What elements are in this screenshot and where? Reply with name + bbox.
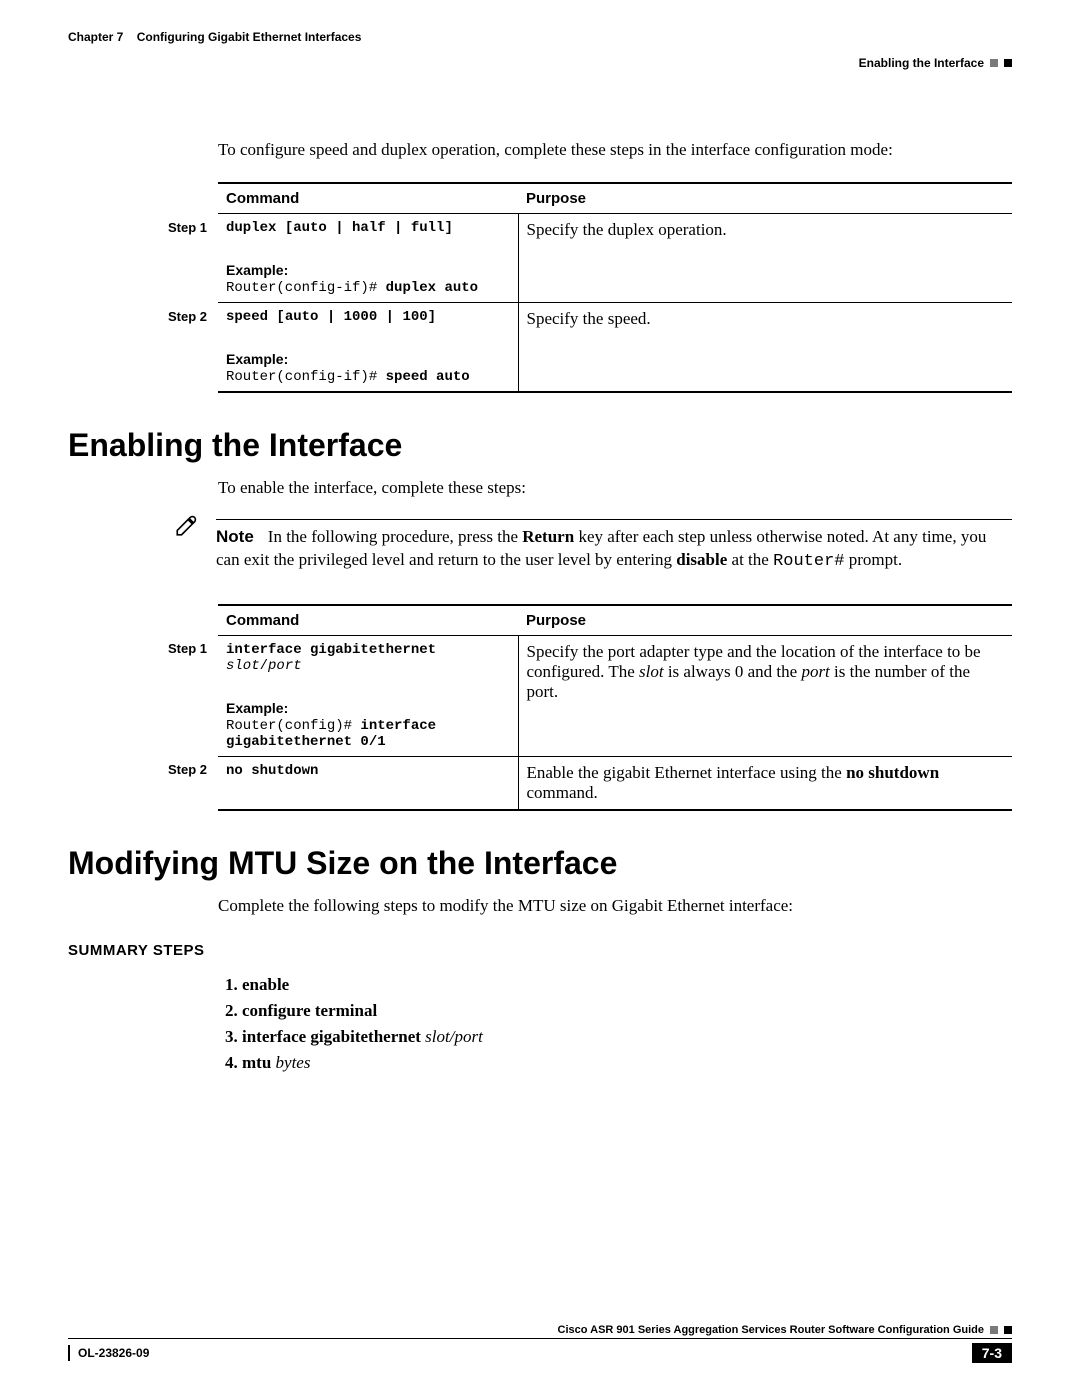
command-cell: no shutdown (218, 756, 518, 810)
config-table-2: Command Purpose Step 1 interface gigabit… (160, 604, 1012, 811)
purpose-cell: Specify the duplex operation. (518, 214, 1012, 303)
page-header: Chapter 7 Configuring Gigabit Ethernet I… (68, 30, 1012, 70)
summary-steps-heading: SUMMARY STEPS (68, 942, 1012, 959)
note-text: NoteIn the following procedure, press th… (216, 526, 1012, 574)
table-header-row: Command Purpose (160, 605, 1012, 636)
table-purpose-header: Purpose (518, 183, 1012, 214)
table-row: Step 2 speed [auto | 1000 | 100] Example… (160, 303, 1012, 393)
example-label: Example: (226, 700, 510, 716)
summary-step: mtu bytes (242, 1053, 1012, 1073)
step-label: Step 2 (160, 303, 218, 393)
section1-intro: To enable the interface, complete these … (218, 478, 1012, 498)
example-text: Router(config)# interface gigabitetherne… (226, 718, 436, 750)
header-chapter-line: Chapter 7 Configuring Gigabit Ethernet I… (68, 30, 1012, 44)
decorative-square-icon (990, 1326, 998, 1334)
table-step-header (160, 183, 218, 214)
command-text: speed [auto | 1000 | 100] (226, 309, 436, 325)
note-label: Note (216, 527, 254, 546)
page-number-badge: 7-3 (972, 1343, 1012, 1363)
page-content: To configure speed and duplex operation,… (218, 140, 1012, 1073)
decorative-square-icon (990, 59, 998, 67)
command-text: interface gigabitethernet slot/port (226, 642, 436, 674)
page-footer: Cisco ASR 901 Series Aggregation Service… (68, 1324, 1012, 1363)
footer-docid: OL-23826-09 (68, 1345, 149, 1361)
table-command-header: Command (218, 183, 518, 214)
command-cell: duplex [auto | half | full] Example: Rou… (218, 214, 518, 303)
config-table-1: Command Purpose Step 1 duplex [auto | ha… (160, 182, 1012, 393)
table-step-header (160, 605, 218, 636)
step-label: Step 1 (160, 214, 218, 303)
section-heading-enabling: Enabling the Interface (68, 427, 1012, 464)
table-row: Step 1 duplex [auto | half | full] Examp… (160, 214, 1012, 303)
purpose-cell: Enable the gigabit Ethernet interface us… (518, 756, 1012, 810)
table-row: Step 2 no shutdown Enable the gigabit Et… (160, 756, 1012, 810)
command-cell: interface gigabitethernet slot/port Exam… (218, 635, 518, 756)
intro-paragraph-1: To configure speed and duplex operation,… (218, 140, 1012, 160)
command-cell: speed [auto | 1000 | 100] Example: Route… (218, 303, 518, 393)
purpose-cell: Specify the speed. (518, 303, 1012, 393)
header-section-line: Enabling the Interface (68, 56, 1012, 70)
example-text: Router(config-if)# duplex auto (226, 280, 478, 296)
note-content: NoteIn the following procedure, press th… (216, 512, 1012, 574)
section2-intro: Complete the following steps to modify t… (218, 896, 1012, 916)
footer-bottom-line: OL-23826-09 7-3 (68, 1343, 1012, 1363)
step-label: Step 1 (160, 635, 218, 756)
command-text: no shutdown (226, 763, 318, 779)
summary-step: interface gigabitethernet slot/port (242, 1027, 1012, 1047)
decorative-bar-icon (68, 1345, 70, 1361)
summary-step: configure terminal (242, 1001, 1012, 1021)
summary-steps-list: enable configure terminal interface giga… (242, 975, 1012, 1073)
example-label: Example: (226, 262, 510, 278)
decorative-square-icon (1004, 59, 1012, 67)
table-row: Step 1 interface gigabitethernet slot/po… (160, 635, 1012, 756)
table-header-row: Command Purpose (160, 183, 1012, 214)
command-text: duplex [auto | half | full] (226, 220, 453, 236)
step-label: Step 2 (160, 756, 218, 810)
decorative-square-icon (1004, 1326, 1012, 1334)
footer-guide-title: Cisco ASR 901 Series Aggregation Service… (558, 1324, 984, 1336)
header-title: Configuring Gigabit Ethernet Interfaces (137, 30, 362, 44)
note-block: NoteIn the following procedure, press th… (158, 512, 1012, 574)
summary-step: enable (242, 975, 1012, 995)
purpose-cell: Specify the port adapter type and the lo… (518, 635, 1012, 756)
footer-guide-line: Cisco ASR 901 Series Aggregation Service… (68, 1324, 1012, 1339)
note-pencil-icon (158, 512, 216, 543)
example-label: Example: (226, 351, 510, 367)
table-purpose-header: Purpose (518, 605, 1012, 636)
header-section: Enabling the Interface (859, 56, 984, 70)
header-chapter: Chapter 7 (68, 30, 123, 44)
example-text: Router(config-if)# speed auto (226, 369, 470, 385)
table-command-header: Command (218, 605, 518, 636)
section-heading-mtu: Modifying MTU Size on the Interface (68, 845, 1012, 882)
